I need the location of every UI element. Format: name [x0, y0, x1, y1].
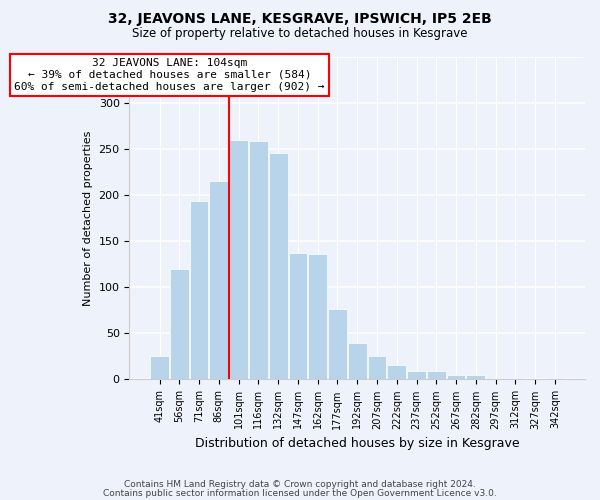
Bar: [209, 181, 228, 380]
Bar: [348, 342, 367, 380]
Bar: [308, 254, 327, 380]
Text: Contains HM Land Registry data © Crown copyright and database right 2024.: Contains HM Land Registry data © Crown c…: [124, 480, 476, 489]
Bar: [506, 378, 525, 380]
Bar: [190, 202, 208, 380]
Bar: [526, 378, 545, 380]
Bar: [269, 154, 287, 380]
Text: Size of property relative to detached houses in Kesgrave: Size of property relative to detached ho…: [132, 28, 468, 40]
Text: 32 JEAVONS LANE: 104sqm
← 39% of detached houses are smaller (584)
60% of semi-d: 32 JEAVONS LANE: 104sqm ← 39% of detache…: [14, 58, 325, 92]
Bar: [545, 378, 564, 380]
Bar: [466, 375, 485, 380]
Bar: [229, 140, 248, 380]
Bar: [486, 378, 505, 380]
Bar: [150, 356, 169, 380]
X-axis label: Distribution of detached houses by size in Kesgrave: Distribution of detached houses by size …: [195, 437, 520, 450]
Bar: [289, 253, 307, 380]
Bar: [427, 371, 446, 380]
Bar: [407, 371, 426, 380]
Text: Contains public sector information licensed under the Open Government Licence v3: Contains public sector information licen…: [103, 488, 497, 498]
Text: 32, JEAVONS LANE, KESGRAVE, IPSWICH, IP5 2EB: 32, JEAVONS LANE, KESGRAVE, IPSWICH, IP5…: [108, 12, 492, 26]
Bar: [388, 364, 406, 380]
Bar: [446, 375, 466, 380]
Y-axis label: Number of detached properties: Number of detached properties: [83, 130, 93, 306]
Bar: [249, 142, 268, 380]
Bar: [328, 310, 347, 380]
Bar: [368, 356, 386, 380]
Bar: [170, 268, 188, 380]
